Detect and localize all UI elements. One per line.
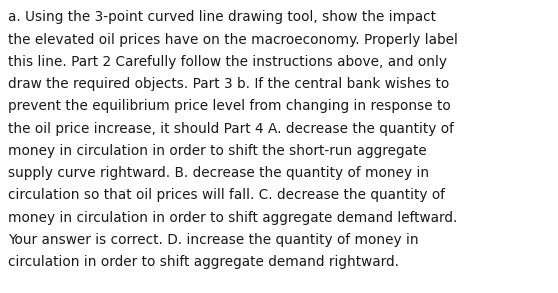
Text: this line. Part 2 Carefully follow the instructions above, and only: this line. Part 2 Carefully follow the i… [8, 55, 448, 69]
Text: supply curve rightward. B. decrease the quantity of money in: supply curve rightward. B. decrease the … [8, 166, 430, 180]
Text: money in circulation in order to shift the short-run aggregate: money in circulation in order to shift t… [8, 144, 427, 158]
Text: prevent the equilibrium price level from changing in response to: prevent the equilibrium price level from… [8, 99, 451, 113]
Text: circulation in order to shift aggregate demand rightward.: circulation in order to shift aggregate … [8, 255, 400, 269]
Text: the oil price increase, it should Part 4 A. decrease the quantity of: the oil price increase, it should Part 4… [8, 122, 454, 136]
Text: a. Using the 3‑point curved line drawing tool, show the impact: a. Using the 3‑point curved line drawing… [8, 10, 436, 24]
Text: money in circulation in order to shift aggregate demand leftward.: money in circulation in order to shift a… [8, 211, 458, 225]
Text: Your answer is correct. D. increase the quantity of money in: Your answer is correct. D. increase the … [8, 233, 419, 247]
Text: the elevated oil prices have on the macroeconomy. Properly label: the elevated oil prices have on the macr… [8, 33, 458, 47]
Text: draw the required objects. Part 3 b. If the central bank wishes to: draw the required objects. Part 3 b. If … [8, 77, 450, 91]
Text: circulation so that oil prices will fall. C. decrease the quantity of: circulation so that oil prices will fall… [8, 188, 445, 202]
